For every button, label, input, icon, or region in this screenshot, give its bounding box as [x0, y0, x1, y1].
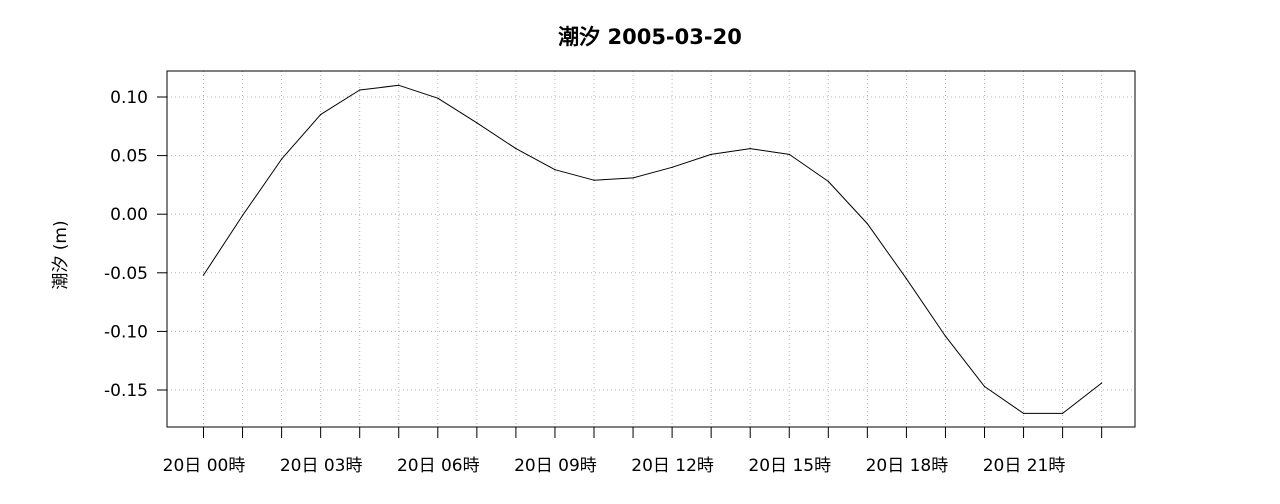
tide-data-point: [944, 335, 947, 337]
tide-data-point: [827, 180, 829, 182]
y-tick-label: 0.00: [110, 205, 148, 225]
y-tick-label: 0.05: [110, 147, 148, 167]
y-tick-label: -0.05: [104, 264, 148, 284]
tide-data-point: [241, 214, 244, 216]
tide-data-point: [476, 122, 478, 124]
tide-data-point: [359, 89, 361, 91]
x-tick-label: 20日 00時: [163, 456, 246, 476]
axes: 0.10 0.05 0.00 -0.05 -0.10 -0.15 20日 00時 20日 03…: [104, 88, 1103, 476]
tide-data-point: [866, 222, 868, 225]
tide-data-point: [788, 153, 790, 156]
tide-series-line: [1062, 382, 1103, 414]
tide-data-point: [593, 179, 595, 181]
tide-data-point: [671, 166, 673, 168]
tide-data-point: [710, 153, 712, 156]
chart-title: 潮汐 2005-03-20: [558, 25, 742, 49]
x-tick-label: 20日 03時: [280, 456, 363, 476]
tide-data-point: [905, 278, 908, 280]
tide-data-point: [515, 147, 517, 150]
tide-data-point: [202, 274, 205, 276]
tide-series-line: [203, 84, 1063, 414]
tide-data-point: [1022, 412, 1025, 415]
tide-data-point: [1062, 412, 1064, 415]
y-tick-label: -0.10: [104, 322, 148, 342]
tide-data-point: [554, 169, 556, 171]
y-tick-label: 0.10: [110, 88, 148, 108]
tide-data-point: [983, 385, 986, 388]
tide-data-point: [437, 97, 439, 99]
y-axis-label: 潮汐 (m): [51, 220, 71, 289]
tide-data-point: [281, 158, 283, 160]
y-tick-label: -0.15: [104, 381, 148, 401]
grid: [167, 71, 1135, 427]
tide-data-point: [320, 113, 322, 116]
tide-data-point: [398, 84, 400, 86]
x-tick-label: 20日 06時: [397, 456, 480, 476]
x-tick-label: 20日 21時: [983, 456, 1066, 476]
tide-data-point: [1101, 382, 1103, 384]
x-tick-label: 20日 12時: [631, 456, 714, 476]
x-tick-label: 20日 18時: [866, 456, 949, 476]
x-tick-label: 20日 15時: [748, 456, 831, 476]
plot-frame: [166, 70, 1136, 428]
x-tick-label: 20日 09時: [514, 456, 597, 476]
tide-data-point: [749, 147, 751, 150]
series-layer: [202, 84, 1103, 415]
tide-data-point: [632, 177, 634, 179]
